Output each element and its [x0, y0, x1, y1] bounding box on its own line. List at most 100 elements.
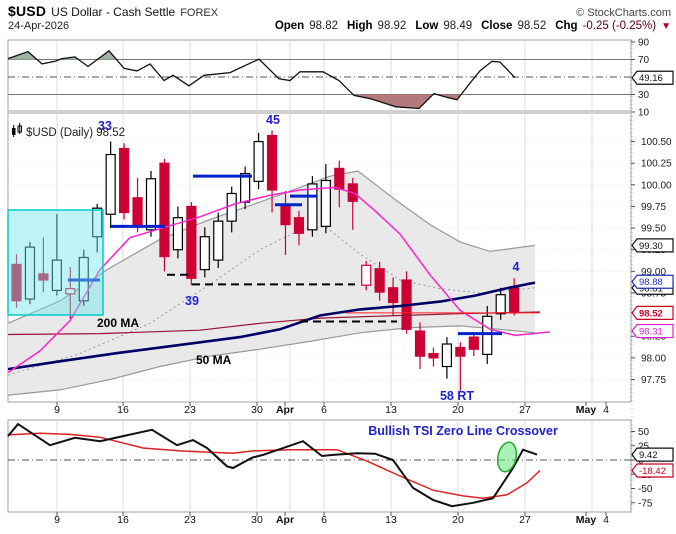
candle-mar-20 [172, 217, 183, 251]
candle-apr-10 [374, 268, 385, 293]
candle-mar-23 [186, 205, 197, 279]
svg-text:98.52: 98.52 [639, 308, 663, 319]
svg-text:98.31: 98.31 [639, 327, 663, 338]
svg-text:-75: -75 [638, 498, 653, 509]
change-down-triangle-icon: ▼ [661, 21, 671, 32]
instrument-title: $USD US Dollar - Cash Settle FOREX [8, 3, 218, 21]
svg-text:25: 25 [638, 441, 650, 452]
svg-text:16: 16 [117, 514, 129, 526]
tsi-line [7, 422, 538, 508]
highlight-region-box [7, 209, 104, 316]
svg-text:100.50: 100.50 [641, 137, 672, 148]
svg-text:99.30: 99.30 [639, 241, 663, 252]
candle-apr-23 [495, 294, 506, 315]
close-label: Close [481, 20, 513, 32]
price-axis: 100.50100.25100.0099.7599.5099.2599.0098… [631, 40, 674, 512]
svg-text:9: 9 [54, 404, 60, 416]
rsi-line [7, 49, 516, 110]
copyright-label: © StockCharts.com [576, 7, 671, 19]
quote-row: 24-Apr-2026 Open 98.82 High 98.92 Low 98… [8, 20, 671, 32]
candle-mar-16 [118, 147, 130, 214]
candle-apr-22 [482, 315, 493, 356]
svg-text:23: 23 [184, 514, 196, 526]
candle-mar-25 [213, 220, 224, 261]
svg-text:May: May [576, 404, 597, 416]
chart-header: $USD US Dollar - Cash Settle FOREX © Stock… [8, 3, 671, 21]
svg-text:23: 23 [184, 404, 196, 416]
svg-text:49.16: 49.16 [639, 73, 663, 84]
tsi-crossover-annotation: Bullish TSI Zero Line Crossover [368, 424, 558, 438]
annotation-58-rt: 58 RT [440, 389, 474, 403]
candle-mar-5 [24, 246, 36, 300]
low-label: Low [415, 20, 439, 32]
svg-text:9: 9 [54, 514, 60, 526]
svg-text:16: 16 [117, 404, 129, 416]
svg-text:27: 27 [519, 514, 531, 526]
candle-apr-16 [428, 352, 439, 359]
svg-text:27: 27 [519, 404, 531, 416]
candle-mar-24 [199, 236, 210, 271]
candle-mar-18 [145, 178, 157, 231]
svg-text:May: May [576, 514, 597, 526]
svg-text:30: 30 [251, 514, 263, 526]
rsi-panel: 90 70 30 10 49.16 [7, 38, 674, 119]
date-axis-bottom: 9 16 23 30 Apr 6 13 20 27 May 4 [54, 512, 609, 526]
candle-mar-13 [105, 153, 116, 215]
ma-50-line [7, 281, 536, 371]
price-overlays [7, 174, 551, 374]
svg-text:98.00: 98.00 [641, 353, 666, 364]
candle-mar-10 [65, 288, 76, 295]
svg-text:Apr: Apr [276, 514, 294, 526]
annotation-39: 39 [185, 294, 199, 308]
svg-text:30: 30 [251, 404, 263, 416]
close-value: 98.52 [517, 20, 547, 32]
svg-text:-50: -50 [638, 484, 653, 495]
svg-text:30: 30 [638, 90, 650, 101]
svg-text:6: 6 [321, 514, 327, 526]
chg-value: -0.25 (-0.25%) [582, 20, 657, 32]
annotation-33: 33 [98, 119, 112, 133]
svg-text:13: 13 [385, 404, 397, 416]
ticker-symbol: $USD [8, 3, 47, 19]
candle-mar-12 [92, 207, 103, 238]
candle-mar-19 [159, 162, 170, 258]
svg-text:9.42: 9.42 [639, 450, 658, 461]
chart-period-label: $USD (Daily) 98.52 [26, 127, 125, 139]
svg-text:-18.42: -18.42 [639, 466, 666, 477]
high-value: 98.92 [377, 20, 407, 32]
low-value: 98.49 [443, 20, 473, 32]
count-annotations: 33 45 39 4 58 RT 200 MA 50 MA [97, 113, 520, 403]
label-50-ma: 50 MA [196, 353, 232, 367]
svg-text:98.88: 98.88 [639, 277, 663, 288]
high-label: High [346, 20, 373, 32]
label-200-ma: 200 MA [97, 316, 139, 330]
candle-mar-17 [132, 197, 143, 226]
candle-apr-17 [441, 343, 452, 368]
chart-date: 24-Apr-2026 [8, 20, 70, 32]
candle-apr-7 [334, 167, 345, 190]
candle-apr-6 [320, 179, 331, 227]
svg-text:4: 4 [603, 404, 609, 416]
candle-mar-6 [38, 273, 49, 281]
open-label: Open [274, 20, 305, 32]
ohlc-quote: Open 98.82 High 98.92 Low 98.49 Close 98… [271, 20, 671, 32]
candle-mar-27 [240, 172, 251, 203]
ma-200-line [7, 311, 541, 336]
candle-apr-21 [468, 336, 479, 350]
candle-apr-13 [388, 287, 399, 304]
ticker-label: $USD (Daily) 98.52 [12, 123, 125, 139]
svg-text:100.00: 100.00 [641, 180, 672, 191]
tsi-panel: Bullish TSI Zero Line Crossover50250-25-… [7, 419, 674, 513]
candle-mar-9 [51, 259, 62, 291]
svg-text:99.50: 99.50 [641, 224, 666, 235]
svg-text:100.25: 100.25 [641, 159, 672, 170]
svg-text:20: 20 [452, 514, 464, 526]
svg-text:6: 6 [321, 404, 327, 416]
svg-text:99.00: 99.00 [641, 267, 666, 278]
exchange-label: FOREX [180, 7, 219, 19]
candle-mar-26 [226, 192, 237, 222]
svg-text:Apr: Apr [276, 404, 294, 416]
candle-mar-4 [11, 263, 22, 302]
svg-text:10: 10 [638, 108, 650, 119]
